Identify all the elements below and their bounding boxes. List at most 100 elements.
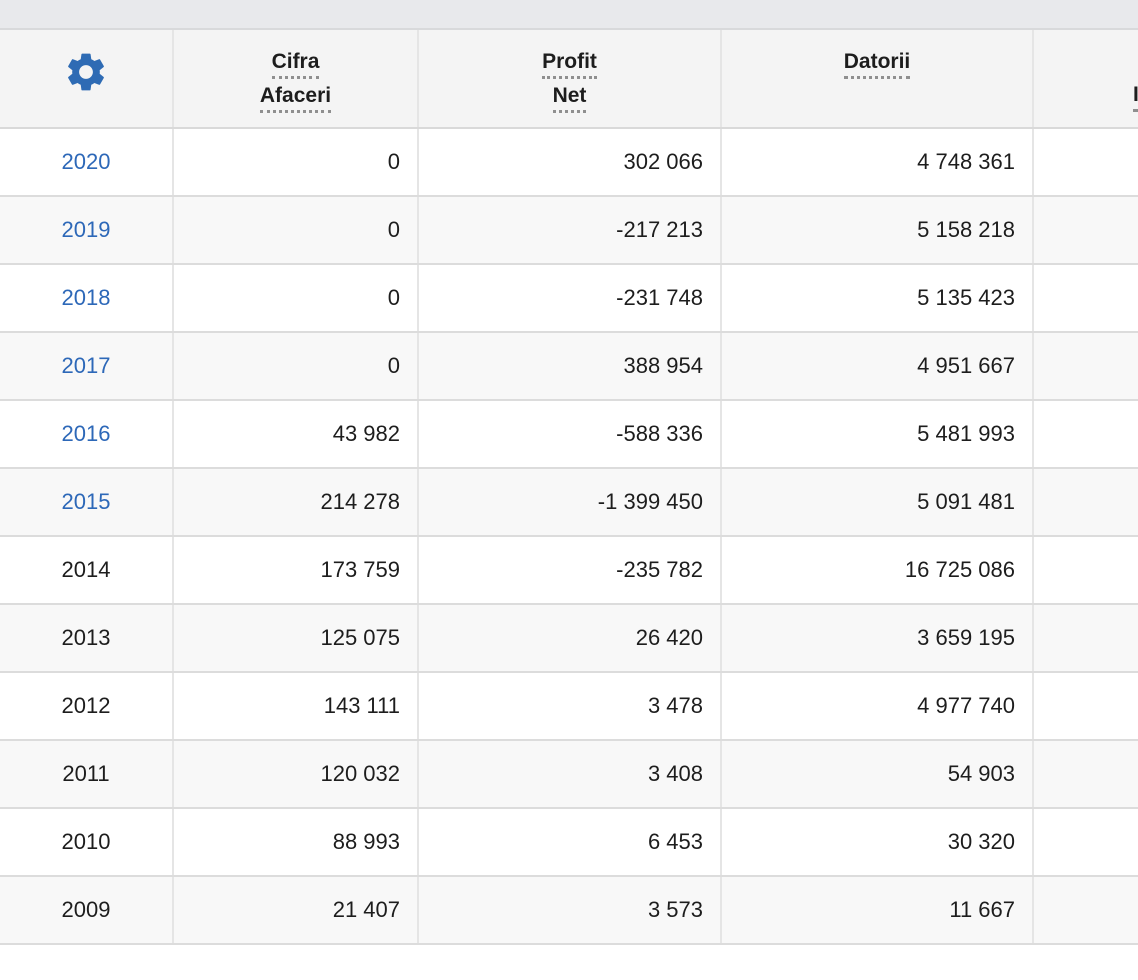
cifra-value: 0 — [172, 265, 417, 331]
profit-value: -1 399 450 — [417, 469, 720, 535]
profit-value: -235 782 — [417, 537, 720, 603]
cifra-value: 173 759 — [172, 537, 417, 603]
page: CifraAfaceriProfitNetDatorii I 20200302 … — [0, 0, 1138, 980]
profit-value: -588 336 — [417, 401, 720, 467]
profit-value: 3 573 — [417, 877, 720, 943]
partial-column-cell — [1032, 197, 1138, 263]
profit-value: 3 408 — [417, 741, 720, 807]
year-label: 2011 — [62, 761, 109, 786]
year-label: 2014 — [62, 557, 111, 582]
year-label: 2012 — [62, 693, 111, 718]
profit-value: 302 066 — [417, 129, 720, 195]
year-label: 2013 — [62, 625, 111, 650]
column-header-label[interactable]: I — [1133, 83, 1138, 112]
cifra-value: 88 993 — [172, 809, 417, 875]
header-line: I — [1034, 78, 1138, 112]
settings-header-cell — [0, 30, 172, 127]
partial-column-cell — [1032, 605, 1138, 671]
column-header-cifra_afaceri: Cifra Afaceri — [172, 30, 417, 127]
datorii-value: 4 951 667 — [720, 333, 1032, 399]
cifra-value: 0 — [172, 197, 417, 263]
table-row: 201088 9936 45330 320 — [0, 809, 1138, 877]
year-cell: 2018 — [0, 265, 172, 331]
header-line: Datorii — [722, 45, 1032, 79]
year-cell: 2009 — [0, 877, 172, 943]
table-header-row: Cifra Afaceri Profit Net Datorii I — [0, 30, 1138, 129]
year-label: 2010 — [62, 829, 111, 854]
table-row: 2017 0388 9544 951 667 — [0, 333, 1138, 401]
partial-column-cell — [1032, 265, 1138, 331]
profit-value: 3 478 — [417, 673, 720, 739]
year-cell: 2015 — [0, 469, 172, 535]
profit-value: 26 420 — [417, 605, 720, 671]
cifra-value: 0 — [172, 129, 417, 195]
gear-icon[interactable] — [63, 49, 109, 101]
year-cell: 2016 — [0, 401, 172, 467]
top-strip — [0, 0, 1138, 30]
year-cell: 2019 — [0, 197, 172, 263]
year-link[interactable]: 2020 — [62, 149, 111, 174]
table-row: 2011 120 0323 40854 903 — [0, 741, 1138, 809]
year-link[interactable]: 2017 — [62, 353, 111, 378]
column-header-label[interactable]: Cifra — [272, 50, 320, 79]
year-cell: 2011 — [0, 741, 172, 807]
table-row: 2012 143 1113 4784 977 740 — [0, 673, 1138, 741]
column-header-datorii: Datorii — [720, 30, 1032, 127]
table-row: 20180-231 7485 135 423 — [0, 265, 1138, 333]
year-link[interactable]: 2018 — [62, 285, 111, 310]
year-label: 2009 — [62, 897, 111, 922]
column-header-partial_right_column: I — [1032, 30, 1138, 127]
year-cell: 2012 — [0, 673, 172, 739]
datorii-value: 4 748 361 — [720, 129, 1032, 195]
year-cell: 2010 — [0, 809, 172, 875]
datorii-value: 11 667 — [720, 877, 1032, 943]
header-line: Afaceri — [174, 79, 417, 113]
cifra-value: 120 032 — [172, 741, 417, 807]
datorii-value: 16 725 086 — [720, 537, 1032, 603]
profit-value: 6 453 — [417, 809, 720, 875]
column-header-profit_net: Profit Net — [417, 30, 720, 127]
header-line — [1034, 45, 1138, 78]
cifra-value: 143 111 — [172, 673, 417, 739]
table-row: 2014 173 759-235 78216 725 086 — [0, 537, 1138, 605]
partial-column-cell — [1032, 741, 1138, 807]
table-body: 20200302 0664 748 36120190-217 2135 158 … — [0, 129, 1138, 945]
datorii-value: 5 158 218 — [720, 197, 1032, 263]
cifra-value: 125 075 — [172, 605, 417, 671]
datorii-value: 3 659 195 — [720, 605, 1032, 671]
datorii-value: 4 977 740 — [720, 673, 1032, 739]
cifra-value: 43 982 — [172, 401, 417, 467]
column-header-label[interactable]: Afaceri — [260, 84, 331, 113]
year-cell: 2014 — [0, 537, 172, 603]
year-cell: 2020 — [0, 129, 172, 195]
year-link[interactable]: 2019 — [62, 217, 111, 242]
cifra-value: 21 407 — [172, 877, 417, 943]
year-link[interactable]: 2015 — [62, 489, 111, 514]
column-header-label[interactable]: Datorii — [844, 50, 911, 79]
datorii-value: 5 091 481 — [720, 469, 1032, 535]
profit-value: -217 213 — [417, 197, 720, 263]
cifra-value: 214 278 — [172, 469, 417, 535]
partial-column-cell — [1032, 469, 1138, 535]
partial-column-cell — [1032, 333, 1138, 399]
column-header-label[interactable]: Profit — [542, 50, 597, 79]
profit-value: 388 954 — [417, 333, 720, 399]
table-row: 2020 0302 0664 748 361 — [0, 129, 1138, 197]
header-line: Net — [419, 79, 720, 113]
table-row: 2013 125 07526 4203 659 195 — [0, 605, 1138, 673]
table-row: 2015 214 278-1 399 4505 091 481 — [0, 469, 1138, 537]
datorii-value: 5 135 423 — [720, 265, 1032, 331]
datorii-value: 54 903 — [720, 741, 1032, 807]
partial-column-cell — [1032, 537, 1138, 603]
table-row: 2019 0-217 2135 158 218 — [0, 197, 1138, 265]
partial-column-cell — [1032, 809, 1138, 875]
column-header-label[interactable]: Net — [553, 84, 587, 113]
header-line: Cifra — [174, 45, 417, 79]
header-line: Profit — [419, 45, 720, 79]
cifra-value: 0 — [172, 333, 417, 399]
partial-column-cell — [1032, 129, 1138, 195]
datorii-value: 5 481 993 — [720, 401, 1032, 467]
year-link[interactable]: 2016 — [62, 421, 111, 446]
partial-column-cell — [1032, 673, 1138, 739]
year-cell: 2017 — [0, 333, 172, 399]
